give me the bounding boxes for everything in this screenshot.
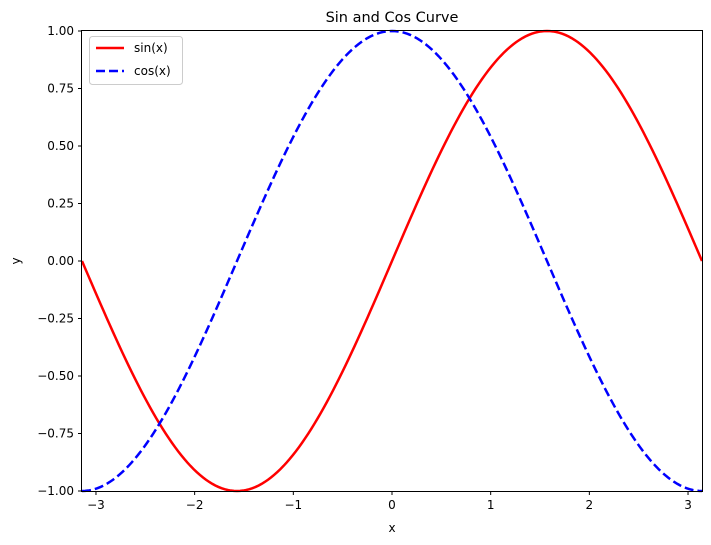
y-axis-label: y: [9, 257, 23, 264]
x-tick-label: 1: [487, 498, 495, 512]
legend-label-sin: sin(x): [134, 41, 168, 55]
x-tick-label: 0: [388, 498, 396, 512]
y-tick-label: −0.25: [37, 312, 74, 326]
chart-title: Sin and Cos Curve: [326, 10, 459, 26]
y-tick-label: 1.00: [47, 24, 74, 38]
x-tick-label: 3: [684, 498, 692, 512]
y-tick-label: 0.00: [47, 254, 74, 268]
series-layer: [80, 29, 704, 493]
y-tick-label: 0.25: [47, 197, 74, 211]
x-tick-label: −3: [87, 498, 105, 512]
x-tick-label: 2: [586, 498, 594, 512]
x-axis-ticks: −3 −2 −1 0 1 2 3: [87, 491, 692, 512]
x-tick-label: −2: [186, 498, 204, 512]
y-tick-label: −0.50: [37, 369, 74, 383]
y-axis-ticks: −1.00 −0.75 −0.50 −0.25 0.00 0.25 0.50 0.75 1.00: [37, 24, 82, 498]
y-tick-label: −1.00: [37, 484, 74, 498]
y-tick-label: 0.75: [47, 82, 74, 96]
series-line-sinx: [80, 29, 704, 493]
legend: sin(x) cos(x): [89, 36, 183, 85]
x-tick-label: −1: [284, 498, 302, 512]
legend-label-cos: cos(x): [134, 64, 171, 78]
x-axis-label: x: [388, 521, 395, 535]
y-tick-label: 0.50: [47, 139, 74, 153]
y-tick-label: −0.75: [37, 427, 74, 441]
